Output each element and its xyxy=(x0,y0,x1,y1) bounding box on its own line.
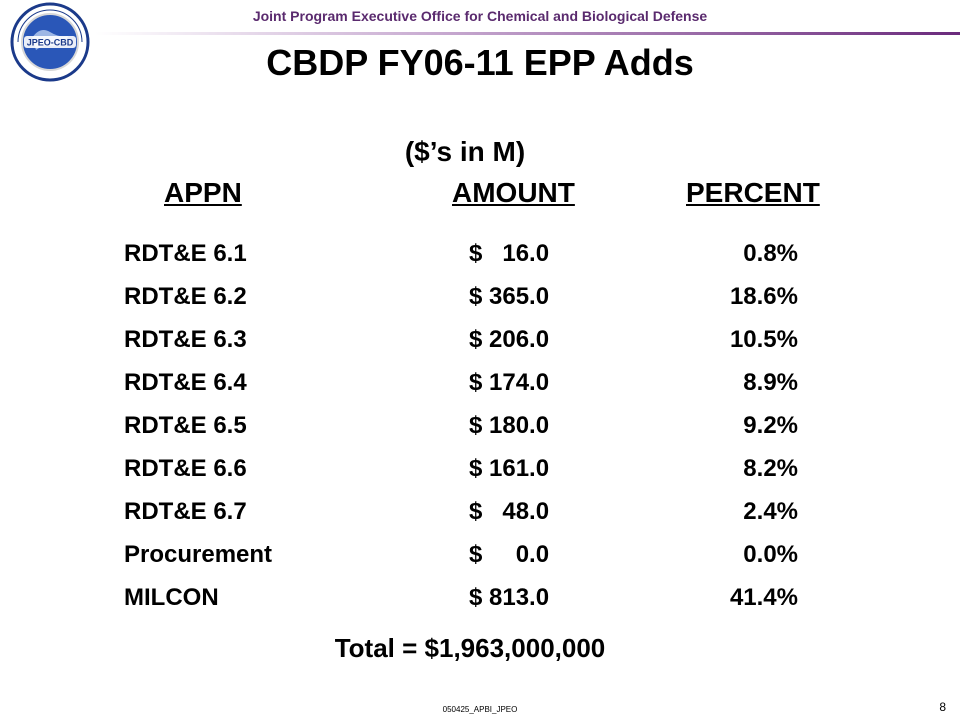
appn-cell: RDT&E 6.4 xyxy=(124,369,247,396)
table-row: RDT&E 6.1 $ 16.0 0.8% xyxy=(0,240,960,280)
column-header-amount: AMOUNT xyxy=(452,177,575,208)
percent-cell: 41.4% xyxy=(729,584,798,611)
amount-cell: $ 206.0 xyxy=(469,326,550,353)
percent-cell: 10.5% xyxy=(729,326,798,353)
table-row: RDT&E 6.7 $ 48.0 2.4% xyxy=(0,498,960,538)
appn-cell: RDT&E 6.5 xyxy=(124,412,247,439)
table-row: RDT&E 6.6 $ 161.0 8.2% xyxy=(0,455,960,495)
amount-cell: $ 16.0 xyxy=(469,240,550,267)
page-number: 8 xyxy=(939,700,946,714)
percent-cell: 9.2% xyxy=(743,412,798,439)
table-row: RDT&E 6.3 $ 206.0 10.5% xyxy=(0,326,960,366)
percent-cell: 2.4% xyxy=(743,498,798,525)
appn-cell: RDT&E 6.1 xyxy=(124,240,247,267)
amount-cell: $ 813.0 xyxy=(469,584,550,611)
table-row: RDT&E 6.5 $ 180.0 9.2% xyxy=(0,412,960,452)
appn-cell: RDT&E 6.2 xyxy=(124,283,247,310)
svg-text:JPEO-CBD: JPEO-CBD xyxy=(27,38,74,48)
units-subtitle: ($’s in M) xyxy=(404,136,526,167)
percent-cell: 0.8% xyxy=(743,240,798,267)
amount-cell: $ 174.0 xyxy=(469,369,550,396)
table-row: Procurement $ 0.0 0.0% xyxy=(0,541,960,581)
percent-cell: 8.2% xyxy=(743,455,798,482)
percent-cell: 18.6% xyxy=(729,283,798,310)
percent-cell: 8.9% xyxy=(743,369,798,396)
amount-cell: $ 0.0 xyxy=(469,541,550,568)
table-row: MILCON $ 813.0 41.4% xyxy=(0,584,960,624)
header-divider xyxy=(95,32,960,35)
appn-cell: RDT&E 6.3 xyxy=(124,326,247,353)
appn-cell: Procurement xyxy=(124,541,273,568)
amount-cell: $ 48.0 xyxy=(469,498,550,525)
percent-cell: 0.0% xyxy=(743,541,798,568)
amount-cell: $ 161.0 xyxy=(469,455,550,482)
appn-cell: RDT&E 6.6 xyxy=(124,455,247,482)
appn-cell: MILCON xyxy=(124,584,219,611)
footer-document-code: 050425_APBI_JPEO xyxy=(442,705,518,714)
amount-cell: $ 180.0 xyxy=(469,412,550,439)
amount-cell: $ 365.0 xyxy=(469,283,550,310)
table-row: RDT&E 6.4 $ 174.0 8.9% xyxy=(0,369,960,409)
appn-cell: RDT&E 6.7 xyxy=(124,498,247,525)
organization-header: Joint Program Executive Office for Chemi… xyxy=(252,8,708,24)
jpeo-cbd-logo: JPEO-CBD xyxy=(10,2,90,82)
table-row: RDT&E 6.2 $ 365.0 18.6% xyxy=(0,283,960,323)
column-header-percent: PERCENT xyxy=(686,177,820,208)
column-header-appn: APPN xyxy=(164,177,242,208)
slide-title: CBDP FY06-11 EPP Adds xyxy=(266,42,694,83)
total-amount: Total = $1,963,000,000 xyxy=(334,633,606,663)
